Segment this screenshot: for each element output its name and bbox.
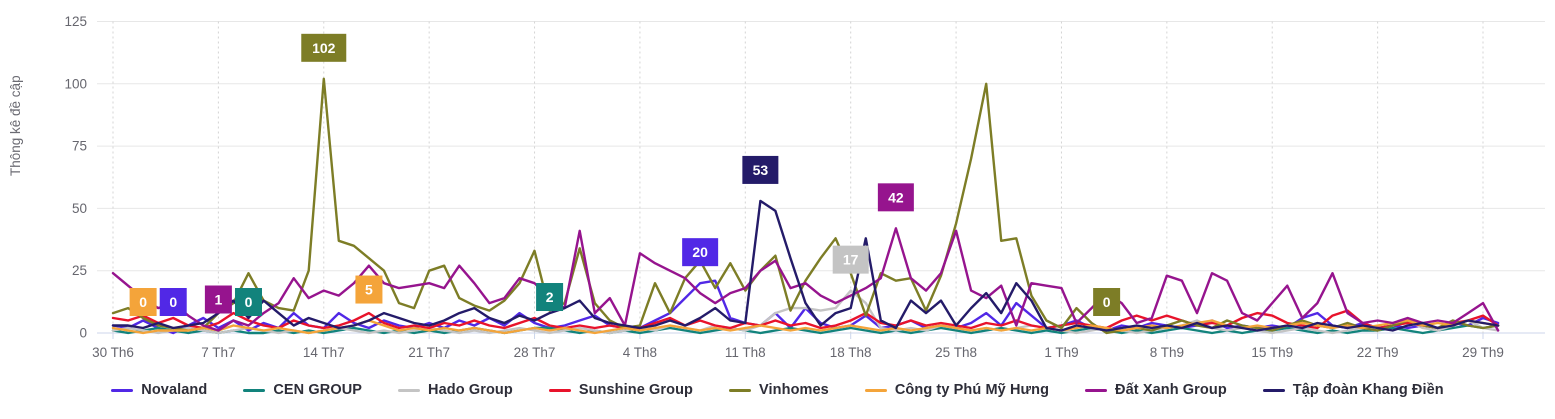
x-axis-tick-label: 11 Th8 bbox=[725, 345, 766, 360]
svg-text:1: 1 bbox=[214, 292, 222, 308]
annotation-label-0: 0 bbox=[159, 288, 187, 316]
legend-swatch bbox=[1262, 388, 1285, 392]
legend-label: Tập đoàn Khang Điền bbox=[1292, 382, 1444, 398]
legend-swatch bbox=[729, 388, 752, 392]
x-axis-tick-label: 30 Th6 bbox=[92, 345, 134, 360]
x-axis-tick-label: 18 Th8 bbox=[830, 345, 872, 360]
x-axis-tick-label: 22 Th9 bbox=[1357, 345, 1399, 360]
annotation-label-2: 2 bbox=[536, 283, 564, 312]
legend-swatch bbox=[548, 388, 571, 392]
svg-text:20: 20 bbox=[692, 244, 708, 260]
y-axis-tick-label: 0 bbox=[79, 326, 87, 341]
annotation-label-1: 1 bbox=[204, 285, 232, 314]
y-axis-tick-label: 100 bbox=[64, 76, 87, 91]
legend-item-cen-group[interactable]: CEN GROUP bbox=[243, 382, 362, 398]
legend-item-vinhomes[interactable]: Vinhomes bbox=[729, 382, 829, 398]
legend-item-tập-đoàn-khang-điền[interactable]: Tập đoàn Khang Điền bbox=[1262, 382, 1444, 398]
chart-legend: Novaland CEN GROUP Hado Group Sunshine Grou… bbox=[0, 382, 1555, 398]
annotation-label-42: 42 bbox=[877, 183, 914, 212]
svg-text:42: 42 bbox=[888, 189, 904, 205]
x-axis-tick-label: 25 Th8 bbox=[935, 345, 977, 360]
x-axis-tick-label: 29 Th9 bbox=[1462, 345, 1504, 360]
x-axis-tick-label: 1 Th9 bbox=[1044, 345, 1078, 360]
svg-text:17: 17 bbox=[843, 252, 859, 268]
svg-text:0: 0 bbox=[139, 294, 147, 310]
legend-item-novaland[interactable]: Novaland bbox=[111, 382, 207, 398]
x-axis-tick-label: 21 Th7 bbox=[408, 345, 450, 360]
y-axis-title: Thông kê đề cập bbox=[8, 75, 23, 176]
legend-item-đất-xanh-group[interactable]: Đất Xanh Group bbox=[1085, 382, 1227, 398]
annotation-label-0: 0 bbox=[129, 288, 157, 316]
legend-label: Hado Group bbox=[428, 382, 513, 398]
annotation-label-102: 102 bbox=[301, 33, 347, 62]
series-line-đất-xanh-group bbox=[111, 227, 1500, 332]
y-axis-tick-label: 75 bbox=[72, 139, 87, 154]
annotation-label-0: 0 bbox=[234, 288, 262, 316]
legend-item-sunshine-group[interactable]: Sunshine Group bbox=[548, 382, 694, 398]
x-axis-tick-label: 28 Th7 bbox=[514, 345, 556, 360]
legend-swatch bbox=[864, 388, 887, 392]
svg-text:2: 2 bbox=[546, 289, 554, 305]
annotation-label-20: 20 bbox=[682, 238, 719, 267]
legend-label: Novaland bbox=[141, 382, 208, 398]
legend-item-hado-group[interactable]: Hado Group bbox=[398, 382, 513, 398]
legend-label: Vinhomes bbox=[759, 382, 829, 398]
annotation-label-0: 0 bbox=[1093, 288, 1121, 316]
x-axis-tick-label: 4 Th8 bbox=[623, 345, 657, 360]
legend-swatch bbox=[1085, 388, 1108, 392]
legend-label: Công ty Phú Mỹ Hưng bbox=[894, 382, 1050, 398]
legend-label: Sunshine Group bbox=[578, 382, 694, 398]
legend-label: Đất Xanh Group bbox=[1115, 382, 1227, 398]
series-line-sunshine-group bbox=[111, 309, 1500, 330]
legend-item-công-ty-phú-mỹ-hưng[interactable]: Công ty Phú Mỹ Hưng bbox=[864, 382, 1050, 398]
legend-label: CEN GROUP bbox=[273, 382, 363, 398]
legend-swatch bbox=[111, 388, 134, 392]
legend-swatch bbox=[243, 388, 266, 392]
y-axis-tick-label: 125 bbox=[64, 14, 87, 29]
svg-text:5: 5 bbox=[365, 282, 373, 298]
svg-text:0: 0 bbox=[1103, 294, 1111, 310]
x-axis-tick-label: 15 Th9 bbox=[1251, 345, 1293, 360]
svg-text:53: 53 bbox=[753, 162, 769, 178]
legend-swatch bbox=[398, 388, 421, 392]
annotation-label-17: 17 bbox=[832, 245, 869, 274]
annotation-label-5: 5 bbox=[355, 275, 383, 304]
svg-text:0: 0 bbox=[245, 294, 253, 310]
svg-text:102: 102 bbox=[312, 40, 336, 56]
x-axis-tick-label: 7 Th7 bbox=[201, 345, 235, 360]
x-axis-tick-label: 14 Th7 bbox=[303, 345, 345, 360]
svg-text:0: 0 bbox=[169, 294, 177, 310]
series-line-hado-group bbox=[111, 289, 1500, 335]
series-line-tập-đoàn-khang-điền bbox=[111, 199, 1500, 332]
y-axis-tick-label: 25 bbox=[72, 263, 87, 278]
x-axis-tick-label: 8 Th9 bbox=[1150, 345, 1184, 360]
annotation-label-53: 53 bbox=[742, 155, 779, 184]
y-axis-tick-label: 50 bbox=[72, 201, 87, 216]
